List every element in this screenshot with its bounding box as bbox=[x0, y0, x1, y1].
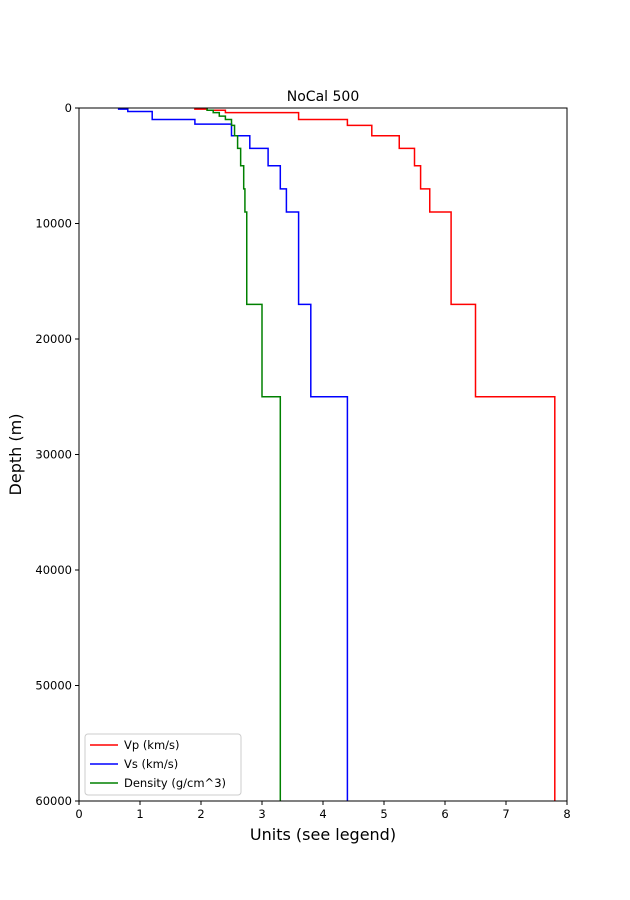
x-axis: 0 1 2 3 4 5 6 7 8 bbox=[75, 801, 571, 821]
y-tick-label: 20000 bbox=[35, 332, 72, 346]
x-tick-label: 7 bbox=[502, 807, 509, 821]
series-line-2 bbox=[117, 108, 349, 801]
legend-items: Vp (km/s) Vs (km/s) Density (g/cm^3) bbox=[90, 738, 226, 790]
legend: Vp (km/s) Vs (km/s) Density (g/cm^3) bbox=[84, 733, 242, 796]
y-tick-label: 0 bbox=[65, 101, 72, 115]
y-tick-label: 50000 bbox=[35, 679, 72, 693]
x-tick-label: 4 bbox=[319, 807, 326, 821]
y-axis: 0 10000 20000 30000 40000 50000 60000 bbox=[35, 101, 79, 808]
legend-label: Vs (km/s) bbox=[124, 757, 178, 771]
x-tick-label: 2 bbox=[197, 807, 204, 821]
series-line-1 bbox=[194, 108, 556, 801]
x-tick-label: 5 bbox=[380, 807, 387, 821]
y-tick-label: 10000 bbox=[35, 217, 72, 231]
series-line-3 bbox=[206, 108, 282, 801]
x-tick-label: 3 bbox=[258, 807, 265, 821]
legend-label: Vp (km/s) bbox=[124, 738, 180, 752]
y-axis-title: Depth (m) bbox=[6, 414, 25, 496]
series-layer bbox=[117, 108, 556, 801]
y-tick-label: 40000 bbox=[35, 563, 72, 577]
x-tick-label: 1 bbox=[136, 807, 143, 821]
y-tick-label: 30000 bbox=[35, 448, 72, 462]
x-tick-label: 0 bbox=[75, 807, 82, 821]
y-tick-label: 60000 bbox=[35, 794, 72, 808]
x-axis-title: Units (see legend) bbox=[250, 825, 396, 844]
chart-title: NoCal 500 bbox=[287, 89, 359, 105]
x-tick-label: 8 bbox=[563, 807, 570, 821]
legend-box bbox=[84, 733, 242, 796]
x-tick-label: 6 bbox=[441, 807, 448, 821]
legend-label: Density (g/cm^3) bbox=[124, 776, 226, 790]
